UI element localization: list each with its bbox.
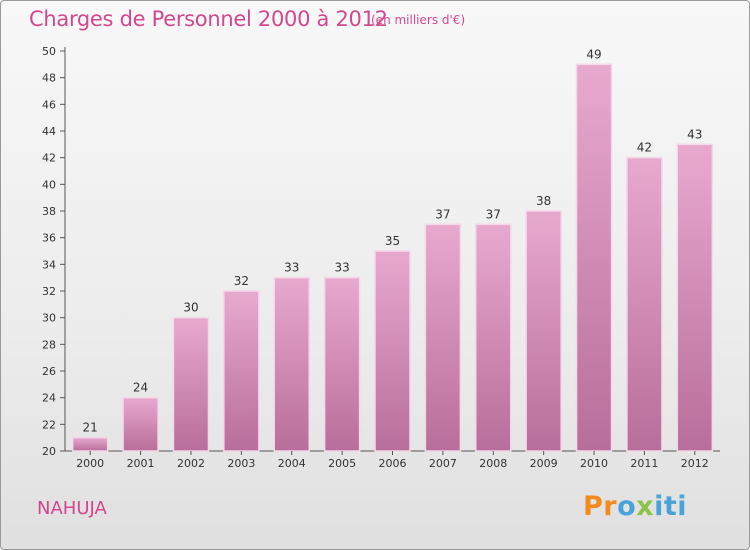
y-tick-label: 44 bbox=[42, 125, 56, 138]
bar bbox=[223, 290, 260, 452]
logo-part-4: iti bbox=[654, 491, 688, 522]
chart-subtitle: (en milliers d'€) bbox=[371, 13, 466, 27]
bar-value-label: 49 bbox=[586, 47, 601, 61]
x-tick-label: 2006 bbox=[379, 457, 407, 470]
x-tick-label: 2008 bbox=[479, 457, 507, 470]
y-tick-label: 34 bbox=[42, 258, 56, 271]
bar bbox=[424, 223, 462, 452]
commune-name: NAHUJA bbox=[37, 498, 107, 519]
x-tick-label: 2010 bbox=[580, 457, 608, 470]
y-tick-label: 32 bbox=[42, 285, 56, 298]
bar bbox=[71, 436, 109, 452]
x-tick-label: 2011 bbox=[630, 457, 658, 470]
y-tick-label: 28 bbox=[42, 338, 56, 351]
y-tick-label: 46 bbox=[42, 98, 56, 111]
y-tick-label: 42 bbox=[42, 152, 56, 165]
y-tick-label: 40 bbox=[42, 178, 56, 191]
bar-value-label: 42 bbox=[637, 141, 652, 155]
bar bbox=[374, 250, 411, 452]
logo-part-2: o bbox=[617, 491, 637, 522]
bar bbox=[273, 276, 310, 452]
bar-value-label: 21 bbox=[83, 421, 98, 435]
x-tick-label: 2002 bbox=[177, 457, 205, 470]
bar bbox=[172, 316, 210, 452]
bar-value-label: 33 bbox=[284, 261, 299, 275]
bar-value-label: 33 bbox=[334, 261, 349, 275]
x-tick-label: 2000 bbox=[76, 457, 104, 470]
bar bbox=[575, 63, 613, 452]
bar bbox=[475, 223, 512, 452]
logo-part-3: x bbox=[636, 491, 655, 522]
bar-value-label: 35 bbox=[385, 234, 400, 248]
y-tick-label: 48 bbox=[42, 72, 56, 85]
bar-value-label: 37 bbox=[486, 207, 501, 221]
y-tick-label: 20 bbox=[42, 445, 56, 458]
x-tick-label: 2012 bbox=[681, 457, 709, 470]
bar bbox=[626, 156, 663, 452]
x-tick-label: 2007 bbox=[429, 457, 457, 470]
bar bbox=[323, 276, 361, 452]
chart-title: Charges de Personnel 2000 à 2012 bbox=[29, 7, 388, 31]
y-tick-label: 22 bbox=[42, 418, 56, 431]
proxiti-logo[interactable]: Proxiti bbox=[583, 491, 687, 522]
x-tick-label: 2003 bbox=[227, 457, 255, 470]
bar bbox=[122, 396, 159, 452]
bar bbox=[676, 143, 714, 452]
x-tick-label: 2005 bbox=[328, 457, 356, 470]
bar bbox=[525, 210, 562, 452]
bar-value-label: 32 bbox=[234, 274, 249, 288]
bar-value-label: 30 bbox=[183, 301, 198, 315]
logo-part-1: Pr bbox=[583, 491, 618, 522]
y-tick-label: 36 bbox=[42, 232, 56, 245]
bar-value-label: 43 bbox=[687, 127, 702, 141]
y-tick-label: 30 bbox=[42, 312, 56, 325]
y-tick-label: 26 bbox=[42, 365, 56, 378]
bar-value-label: 38 bbox=[536, 194, 551, 208]
y-tick-label: 24 bbox=[42, 392, 56, 405]
y-tick-label: 50 bbox=[42, 45, 56, 58]
x-tick-label: 2009 bbox=[530, 457, 558, 470]
x-tick-label: 2001 bbox=[127, 457, 155, 470]
bar-value-label: 37 bbox=[435, 207, 450, 221]
x-tick-label: 2004 bbox=[278, 457, 306, 470]
bar-value-label: 24 bbox=[133, 381, 148, 395]
y-tick-label: 38 bbox=[42, 205, 56, 218]
